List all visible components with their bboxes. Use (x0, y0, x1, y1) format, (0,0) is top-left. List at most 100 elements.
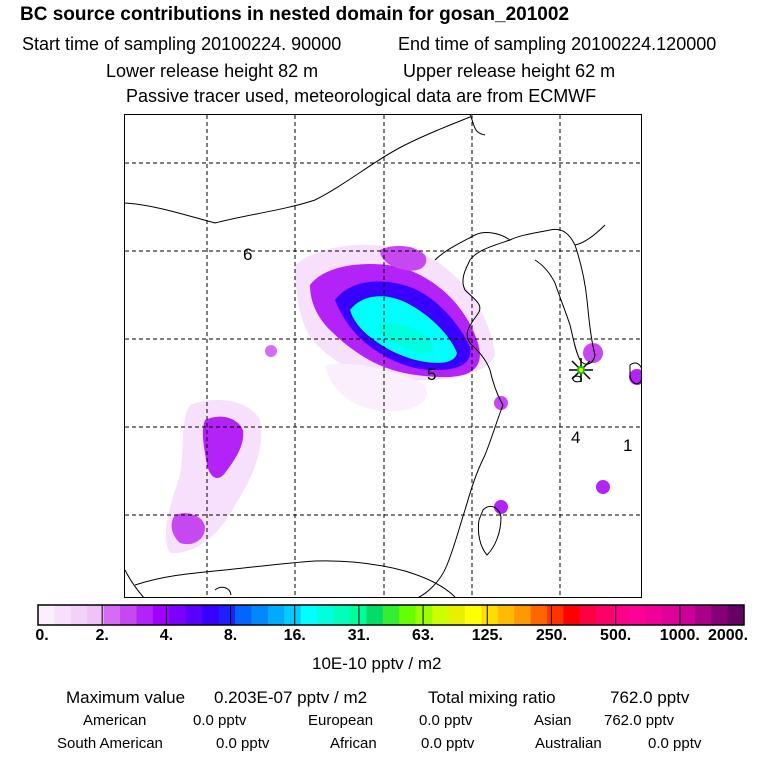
region-labels: 6 5 4 1 (243, 245, 632, 455)
colorbar-swatch (694, 605, 712, 625)
colorbar-border (37, 604, 745, 626)
colorbar-swatch (546, 605, 564, 625)
colorbar-tick-label: 8. (223, 627, 238, 644)
colorbar-swatch (251, 605, 269, 625)
colorbar-swatch (103, 605, 121, 625)
total-mixing-ratio-label: Total mixing ratio (428, 688, 556, 707)
colorbar-swatch (497, 605, 515, 625)
colorbar-swatch (317, 605, 335, 625)
colorbar-tick-label: 250. (535, 627, 568, 644)
receptor-star-icon (569, 358, 593, 382)
colorbar-swatch (399, 605, 417, 625)
colorbar-swatch (612, 605, 630, 625)
colorbar-swatch (481, 605, 499, 625)
colorbar-swatch (382, 605, 400, 625)
end-time: End time of sampling 20100224.120000 (398, 34, 717, 54)
graticule (125, 115, 641, 597)
contour-core-inner (379, 323, 434, 354)
colorbar-swatch (579, 605, 597, 625)
colorbar-swatch (54, 605, 72, 625)
colorbar-swatch (661, 605, 679, 625)
colorbar-swatch (235, 605, 252, 625)
south-coast (134, 560, 456, 597)
colorbar-swatch (415, 605, 433, 625)
colorbar-swatch (596, 605, 614, 625)
colorbar-swatch (464, 605, 482, 625)
colorbar-svg (37, 604, 745, 626)
region-value-american: 0.0 pptv (193, 712, 247, 729)
colorbar-swatch (563, 605, 581, 625)
region-value-australian: 0.0 pptv (648, 735, 702, 752)
colorbar-swatch (514, 605, 532, 625)
colorbar-tick-label: 4. (159, 627, 174, 644)
contour-west (265, 345, 277, 357)
korea-east (574, 224, 606, 246)
total-mixing-ratio-value: 762.0 pptv (610, 688, 690, 707)
colorbar-tick-label: 2. (95, 627, 109, 644)
colorbar-tick-label: 125. (471, 627, 503, 644)
region-label-5: 5 (427, 365, 436, 384)
max-value-label: Maximum value (66, 688, 186, 707)
colorbar-swatch (120, 605, 138, 625)
japan-kyushu (629, 362, 641, 385)
colorbar-swatch (645, 605, 663, 625)
lower-release-height: Lower release height 82 m (106, 61, 319, 81)
colorbar-units: 10E-10 pptv / m2 (312, 654, 442, 673)
colorbar-tick-label: 63. (411, 627, 435, 644)
colorbar (37, 604, 745, 631)
region-label-6: 6 (243, 245, 252, 264)
region-name-european: European (308, 712, 374, 729)
start-time: Start time of sampling 20100224. 90000 (22, 34, 342, 54)
colorbar-tick-label: 1000. (659, 627, 700, 644)
map-svg: 6 5 4 1 (125, 115, 641, 597)
colorbar-tick-label: 500. (600, 627, 632, 644)
colorbar-swatch (629, 605, 646, 625)
colorbar-tick-label: 0. (35, 627, 49, 644)
max-value: 0.203E-07 pptv / m2 (214, 688, 368, 707)
colorbar-swatch (678, 605, 696, 625)
colorbar-swatch (169, 605, 187, 625)
colorbar-swatch (530, 605, 548, 625)
region-name-asian: Asian (534, 712, 572, 729)
contour-mid-north (380, 245, 427, 271)
northern-border (125, 116, 471, 224)
colorbar-swatch (202, 605, 220, 625)
colorbar-swatch (366, 605, 384, 625)
map-panel: 6 5 4 1 (124, 114, 642, 598)
contour-low-mid (325, 363, 427, 412)
colorbar-tick-label: 16. (283, 627, 306, 644)
colorbar-swatch (448, 605, 466, 625)
colorbar-swatch (300, 605, 318, 625)
contour-ryukyu (596, 480, 610, 494)
colorbar-swatch (218, 605, 236, 625)
colorbar-tick-label: 2000. (707, 627, 749, 644)
coastlines (125, 115, 641, 597)
contour-east (494, 396, 508, 410)
hainan (214, 586, 232, 596)
region-name-south-american: South American (57, 735, 163, 752)
region-label-1: 1 (623, 436, 632, 455)
colorbar-swatch (136, 605, 154, 625)
contour-sw-2 (171, 513, 205, 545)
colorbar-swatch (711, 605, 729, 625)
colorbar-swatch (70, 605, 88, 625)
tracer-note: Passive tracer used, meteorological data… (126, 86, 597, 106)
contour-sw (202, 416, 244, 479)
colorbar-swatch (333, 605, 351, 625)
region-label-4: 4 (571, 428, 580, 447)
colorbar-swatch (152, 605, 170, 625)
region-value-european: 0.0 pptv (419, 712, 473, 729)
colorbar-swatch (432, 605, 449, 625)
colorbar-swatch (267, 605, 285, 625)
contour-taiwan (494, 500, 508, 514)
region-name-american: American (83, 712, 147, 729)
korea-peninsula (509, 228, 596, 365)
taiwan (477, 506, 502, 556)
figure-title: BC source contributions in nested domain… (20, 4, 570, 25)
colorbar-swatch (87, 605, 105, 625)
colorbar-swatch (185, 605, 203, 625)
plume-contours (165, 244, 641, 554)
colorbar-swatch (284, 605, 302, 625)
region-value-south-american: 0.0 pptv (216, 735, 270, 752)
region-value-african: 0.0 pptv (421, 735, 475, 752)
